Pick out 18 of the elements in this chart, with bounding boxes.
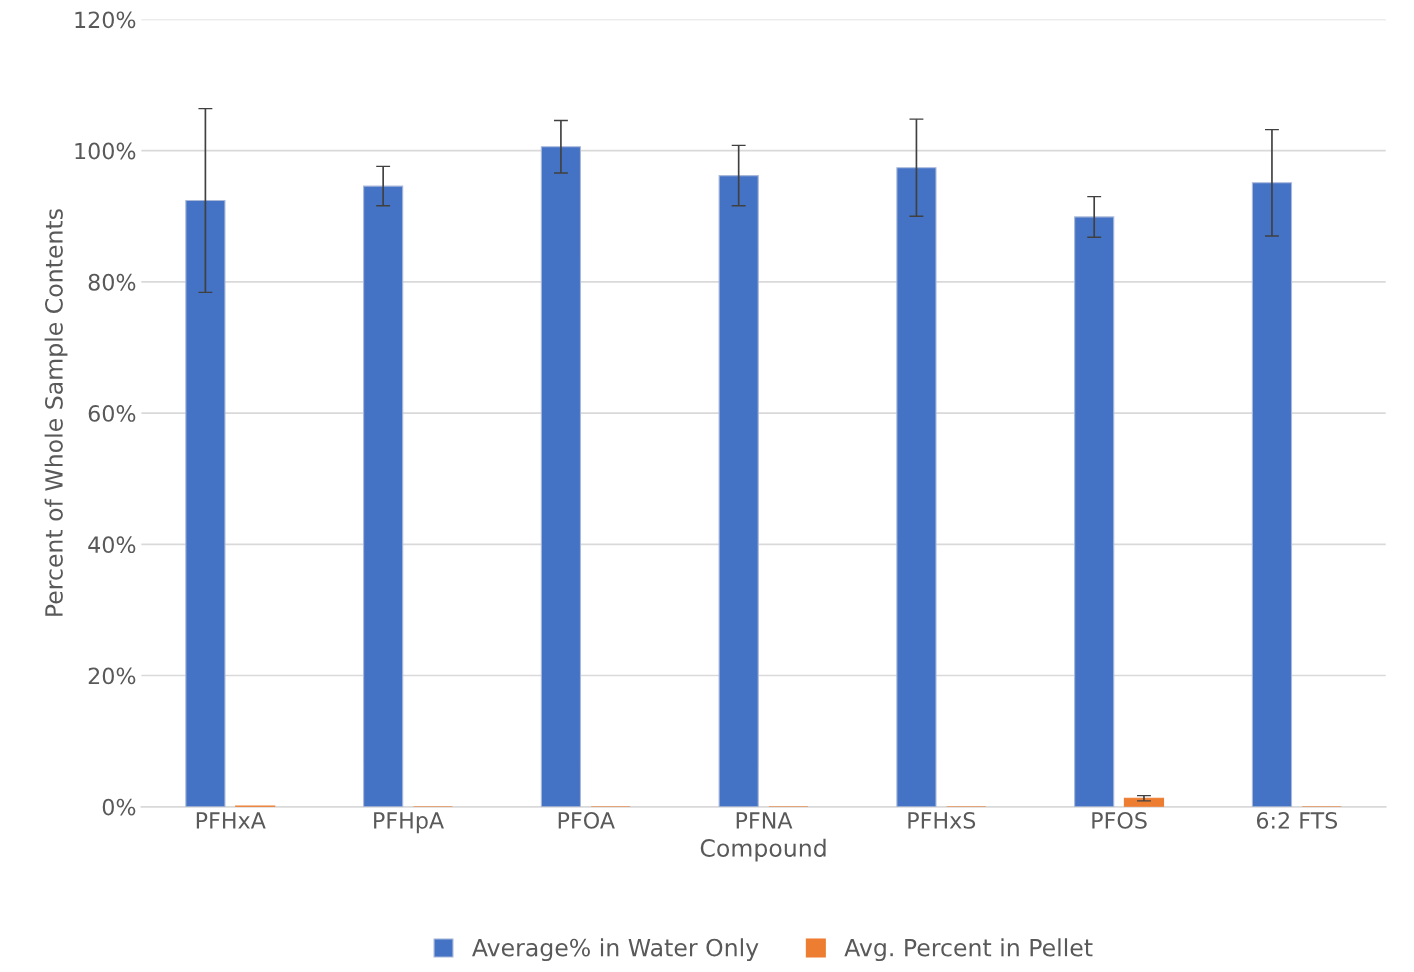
- x-tick-label: PFHxA: [196, 812, 266, 829]
- y-tick-label: 40%: [88, 536, 136, 554]
- x-tick-label: PFNA: [736, 812, 793, 829]
- legend-label: Avg. Percent in Pellet: [844, 938, 1093, 962]
- x-tick-label: PFOS: [1092, 812, 1147, 829]
- y-tick-label: 80%: [88, 273, 136, 291]
- legend-label: Average% in Water Only: [472, 938, 759, 962]
- x-tick-label: PFOA: [558, 812, 615, 829]
- x-tick-label: PFHpA: [374, 812, 444, 834]
- y-tick-label: 20%: [88, 667, 136, 685]
- y-tick-label: 120%: [75, 11, 136, 29]
- x-tick-label: 6:2 FTS: [1256, 812, 1338, 829]
- x-axis-title: Compound: [700, 838, 826, 862]
- y-tick-label: 60%: [88, 405, 136, 422]
- x-tick-label: PFHxS: [908, 812, 976, 829]
- y-tick-label: 0%: [102, 798, 136, 816]
- y-tick-label: 100%: [75, 142, 136, 160]
- y-axis-title: Percent of Whole Sample Contents: [44, 209, 68, 616]
